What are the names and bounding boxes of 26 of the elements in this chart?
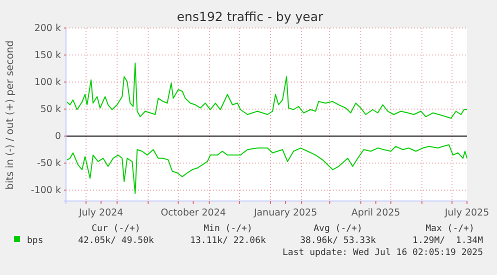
y-tick-label: 100 k — [34, 77, 62, 88]
legend-label: bps — [27, 236, 44, 246]
x-tick-label: July 2024 — [78, 208, 124, 219]
y-axis-title: bits in (-) / out (+) per second — [5, 40, 16, 190]
y-tick-label: 0 — [54, 131, 61, 142]
text: Min (-/+) — [204, 224, 252, 234]
text: 42.05k/ 49.50k — [78, 236, 155, 246]
text: Max (-/+) — [426, 224, 474, 234]
text: 1.29M/ 1.34M — [412, 236, 484, 246]
line-series — [66, 62, 468, 119]
y-tick-label: -50 k — [36, 158, 62, 170]
text: 38.96k/ 53.33k — [300, 236, 377, 246]
chart-title: ens192 traffic - by year — [176, 9, 324, 24]
x-tick-label: April 2025 — [351, 208, 400, 219]
x-tick-label: July 2025 — [444, 208, 490, 219]
line-series — [66, 144, 468, 194]
text: 13.11k/ 22.06k — [190, 236, 267, 246]
x-tick-label: October 2024 — [160, 208, 226, 219]
text: Last update: Wed Jul 16 02:05:19 2025 — [282, 248, 483, 258]
text: Cur (-/+) — [92, 224, 140, 234]
text: Avg (-/+) — [314, 224, 362, 234]
y-tick-label: 150 k — [34, 50, 62, 62]
y-tick-label: 50 k — [40, 104, 62, 116]
y-tick-label: -100 k — [30, 185, 62, 196]
y-tick-label: 200 k — [34, 23, 62, 34]
x-tick-label: January 2025 — [252, 208, 318, 219]
